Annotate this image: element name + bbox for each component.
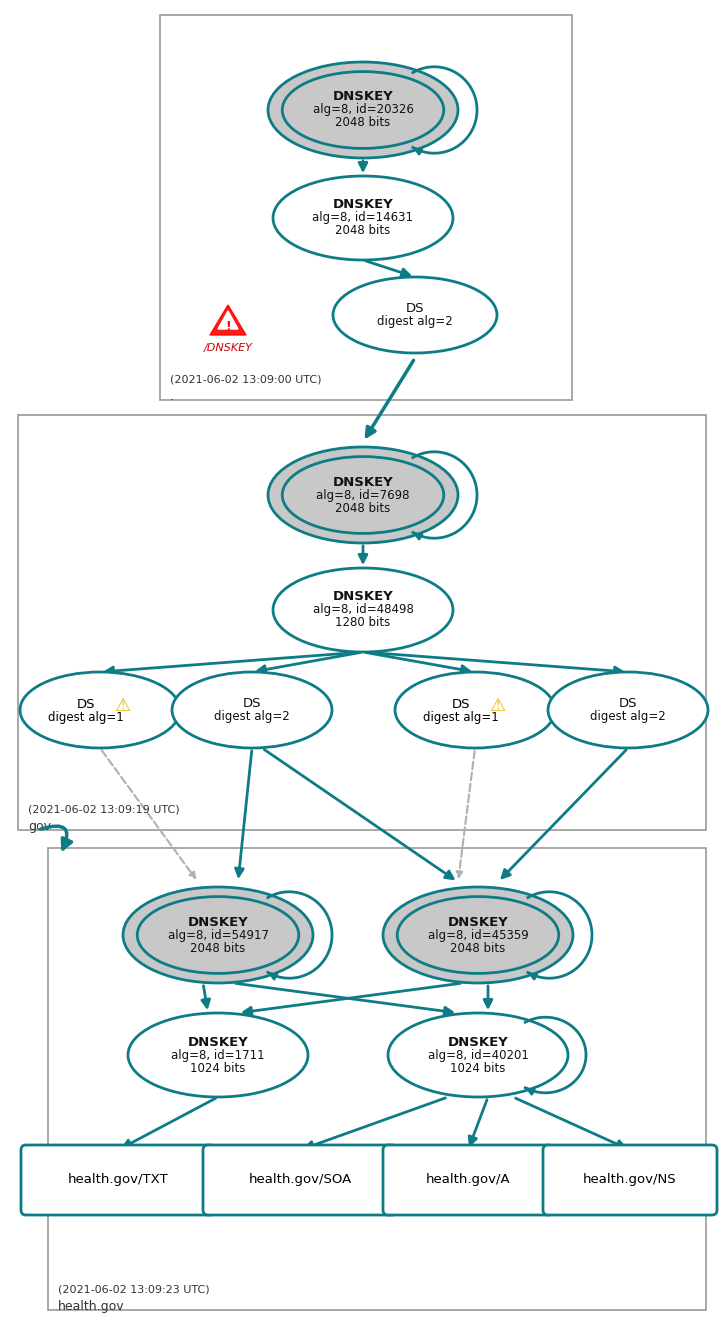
FancyArrowPatch shape (202, 985, 209, 1008)
FancyArrowPatch shape (366, 261, 409, 276)
Text: alg=8, id=48498: alg=8, id=48498 (313, 604, 414, 616)
Ellipse shape (123, 886, 313, 982)
FancyArrowPatch shape (469, 1100, 487, 1145)
FancyArrowPatch shape (123, 1098, 215, 1148)
FancyArrowPatch shape (41, 826, 71, 849)
FancyBboxPatch shape (543, 1145, 717, 1214)
Bar (48, 848, 706, 1310)
Text: alg=8, id=20326: alg=8, id=20326 (313, 104, 414, 116)
Text: DNSKEY: DNSKEY (448, 1036, 508, 1049)
Polygon shape (210, 305, 246, 335)
Text: (2021-06-02 13:09:19 UTC): (2021-06-02 13:09:19 UTC) (28, 805, 180, 814)
FancyArrowPatch shape (366, 652, 622, 674)
Text: 2048 bits: 2048 bits (190, 941, 246, 954)
Text: ⚠: ⚠ (114, 697, 130, 714)
Text: alg=8, id=1711: alg=8, id=1711 (171, 1049, 265, 1061)
Text: DNSKEY: DNSKEY (333, 199, 393, 212)
Text: alg=8, id=54917: alg=8, id=54917 (167, 929, 268, 941)
Text: DNSKEY: DNSKEY (448, 916, 508, 929)
Text: digest alg=1: digest alg=1 (423, 712, 499, 725)
Text: DS: DS (406, 303, 425, 315)
Ellipse shape (383, 886, 573, 982)
Text: DS: DS (619, 697, 638, 710)
Ellipse shape (20, 672, 180, 748)
FancyArrowPatch shape (366, 360, 414, 436)
Text: 2048 bits: 2048 bits (335, 116, 390, 129)
Ellipse shape (273, 568, 453, 652)
FancyArrowPatch shape (484, 986, 492, 1008)
Bar (18, 415, 706, 830)
Text: alg=8, id=45359: alg=8, id=45359 (427, 929, 529, 941)
Ellipse shape (268, 447, 458, 543)
Text: !: ! (225, 320, 231, 333)
Text: digest alg=2: digest alg=2 (214, 710, 290, 722)
FancyArrowPatch shape (244, 984, 460, 1014)
Ellipse shape (395, 672, 555, 748)
FancyArrowPatch shape (502, 750, 626, 877)
Text: health.gov/SOA: health.gov/SOA (249, 1173, 352, 1186)
FancyArrowPatch shape (265, 749, 453, 878)
Text: .: . (170, 391, 174, 403)
FancyBboxPatch shape (21, 1145, 215, 1214)
Text: 2048 bits: 2048 bits (450, 941, 505, 954)
Text: health.gov/NS: health.gov/NS (583, 1173, 677, 1186)
FancyArrowPatch shape (366, 652, 469, 673)
Text: health.gov: health.gov (58, 1300, 124, 1313)
Text: 1024 bits: 1024 bits (450, 1061, 506, 1074)
FancyArrowPatch shape (457, 750, 475, 877)
Text: DS: DS (243, 697, 261, 710)
Ellipse shape (273, 176, 453, 260)
Text: alg=8, id=40201: alg=8, id=40201 (427, 1049, 529, 1061)
FancyArrowPatch shape (236, 750, 252, 876)
Text: gov: gov (28, 820, 51, 833)
Text: (2021-06-02 13:09:00 UTC): (2021-06-02 13:09:00 UTC) (170, 375, 321, 385)
Text: DS: DS (77, 697, 95, 710)
Text: DNSKEY: DNSKEY (333, 591, 393, 604)
Text: DNSKEY: DNSKEY (188, 916, 249, 929)
FancyArrowPatch shape (258, 652, 361, 673)
Text: (2021-06-02 13:09:23 UTC): (2021-06-02 13:09:23 UTC) (58, 1285, 209, 1294)
FancyArrowPatch shape (305, 1098, 446, 1149)
Polygon shape (218, 311, 238, 329)
Text: 1280 bits: 1280 bits (335, 616, 390, 629)
Text: /DNSKEY: /DNSKEY (204, 343, 252, 353)
Text: alg=8, id=14631: alg=8, id=14631 (313, 212, 414, 224)
Text: health.gov/TXT: health.gov/TXT (68, 1173, 169, 1186)
Text: DS: DS (451, 697, 470, 710)
Bar (160, 15, 572, 400)
Text: DNSKEY: DNSKEY (333, 91, 393, 104)
Text: DNSKEY: DNSKEY (333, 476, 393, 488)
FancyArrowPatch shape (359, 545, 367, 563)
FancyArrowPatch shape (515, 1098, 624, 1148)
Ellipse shape (388, 1013, 568, 1097)
Ellipse shape (128, 1013, 308, 1097)
Text: 2048 bits: 2048 bits (335, 501, 390, 515)
Text: alg=8, id=7698: alg=8, id=7698 (316, 488, 410, 501)
FancyArrowPatch shape (102, 750, 195, 878)
FancyBboxPatch shape (203, 1145, 397, 1214)
Ellipse shape (268, 63, 458, 159)
Text: digest alg=1: digest alg=1 (48, 712, 124, 725)
Text: 1024 bits: 1024 bits (190, 1061, 246, 1074)
Text: DNSKEY: DNSKEY (188, 1036, 249, 1049)
FancyArrowPatch shape (359, 161, 367, 171)
Ellipse shape (333, 277, 497, 353)
Text: ⚠: ⚠ (489, 697, 505, 714)
FancyBboxPatch shape (383, 1145, 553, 1214)
Ellipse shape (172, 672, 332, 748)
Text: digest alg=2: digest alg=2 (590, 710, 666, 722)
Text: health.gov/A: health.gov/A (426, 1173, 510, 1186)
Ellipse shape (548, 672, 708, 748)
FancyArrowPatch shape (106, 652, 360, 674)
FancyArrowPatch shape (236, 984, 452, 1014)
Text: 2048 bits: 2048 bits (335, 224, 390, 237)
Text: digest alg=2: digest alg=2 (377, 315, 453, 328)
